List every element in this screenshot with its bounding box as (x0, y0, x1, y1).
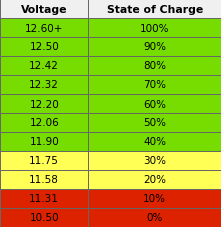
Bar (88, 151, 221, 170)
Text: State of Charge: State of Charge (107, 5, 203, 15)
Text: 70%: 70% (143, 80, 166, 90)
Bar (0, 114, 88, 132)
Text: 12.06: 12.06 (29, 118, 59, 128)
Bar (0, 0, 88, 19)
Bar (88, 38, 221, 57)
Bar (0, 19, 88, 38)
Bar (88, 114, 221, 132)
Bar (0, 76, 88, 95)
Text: 11.75: 11.75 (29, 156, 59, 166)
Bar (88, 170, 221, 189)
Text: 10.50: 10.50 (29, 212, 59, 222)
Text: 12.60+: 12.60+ (25, 23, 63, 33)
Text: 10%: 10% (143, 194, 166, 204)
Bar (0, 189, 88, 208)
Text: 12.32: 12.32 (29, 80, 59, 90)
Bar (88, 57, 221, 76)
Bar (88, 0, 221, 19)
Text: 12.50: 12.50 (29, 42, 59, 52)
Text: 11.58: 11.58 (29, 175, 59, 185)
Text: 11.90: 11.90 (29, 137, 59, 147)
Bar (0, 38, 88, 57)
Text: 30%: 30% (143, 156, 166, 166)
Bar (88, 76, 221, 95)
Bar (0, 170, 88, 189)
Bar (0, 57, 88, 76)
Text: 90%: 90% (143, 42, 166, 52)
Bar (0, 208, 88, 227)
Text: 50%: 50% (143, 118, 166, 128)
Text: Voltage: Voltage (21, 5, 67, 15)
Bar (0, 95, 88, 114)
Bar (88, 132, 221, 151)
Bar (0, 132, 88, 151)
Bar (88, 95, 221, 114)
Bar (88, 208, 221, 227)
Text: 100%: 100% (140, 23, 170, 33)
Text: 12.42: 12.42 (29, 61, 59, 71)
Text: 20%: 20% (143, 175, 166, 185)
Bar (88, 19, 221, 38)
Bar (88, 189, 221, 208)
Text: 12.20: 12.20 (29, 99, 59, 109)
Bar (0, 151, 88, 170)
Text: 80%: 80% (143, 61, 166, 71)
Text: 0%: 0% (147, 212, 163, 222)
Text: 40%: 40% (143, 137, 166, 147)
Text: 60%: 60% (143, 99, 166, 109)
Text: 11.31: 11.31 (29, 194, 59, 204)
